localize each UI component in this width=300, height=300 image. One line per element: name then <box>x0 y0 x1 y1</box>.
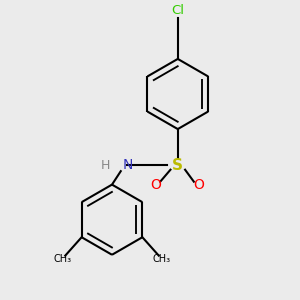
Text: CH₃: CH₃ <box>153 254 171 264</box>
Text: S: S <box>172 158 183 173</box>
Text: CH₃: CH₃ <box>53 254 71 264</box>
Text: Cl: Cl <box>171 4 184 16</box>
Text: O: O <box>193 178 204 192</box>
Text: H: H <box>100 159 110 172</box>
Text: O: O <box>150 178 161 192</box>
Text: N: N <box>123 158 134 172</box>
